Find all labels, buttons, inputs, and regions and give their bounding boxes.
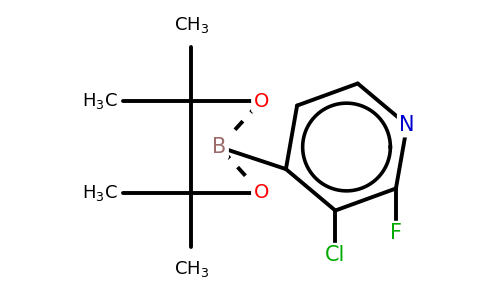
Text: B: B xyxy=(212,137,227,157)
Text: F: F xyxy=(390,223,402,243)
Text: O: O xyxy=(254,184,269,202)
Text: O: O xyxy=(254,92,269,110)
Text: N: N xyxy=(399,115,415,135)
Text: H$_3$C: H$_3$C xyxy=(82,91,118,111)
Text: Cl: Cl xyxy=(325,245,346,265)
Text: CH$_3$: CH$_3$ xyxy=(174,259,209,279)
Text: CH$_3$: CH$_3$ xyxy=(174,15,209,35)
Text: H$_3$C: H$_3$C xyxy=(82,183,118,203)
